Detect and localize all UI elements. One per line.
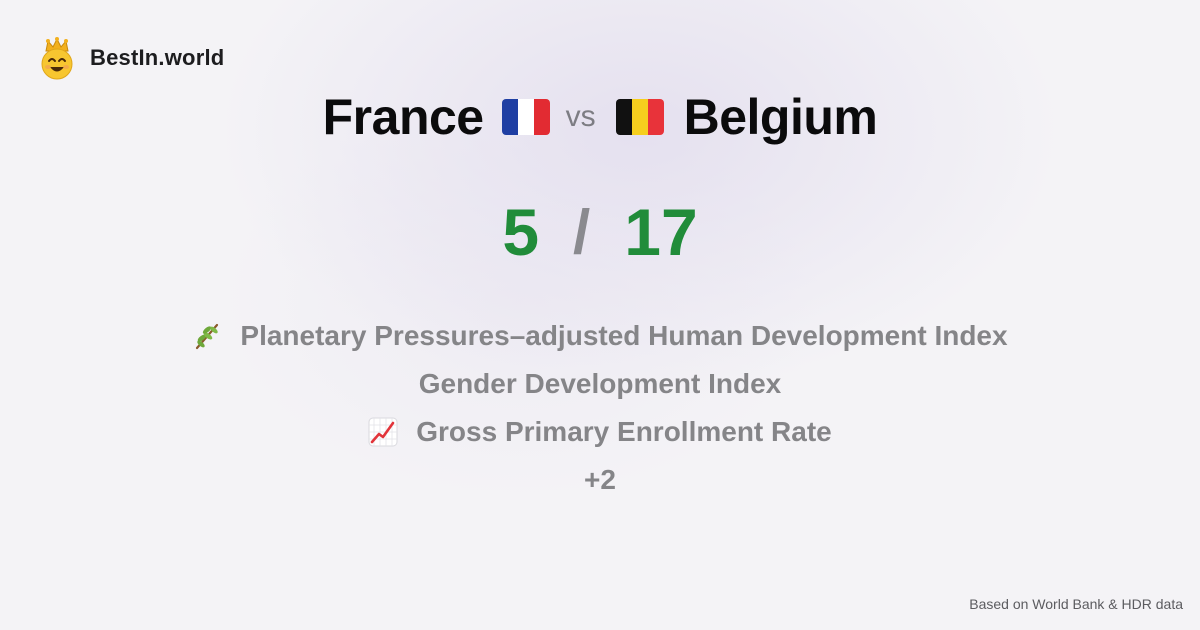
right-score: 17 <box>624 195 698 269</box>
score-separator: / <box>573 197 591 267</box>
flag-stripe-red <box>647 99 664 135</box>
brand[interactable]: BestIn.world <box>38 36 224 80</box>
metric-item: Gender Development Index <box>0 364 1200 404</box>
more-metrics-count: +2 <box>0 460 1200 500</box>
france-flag-icon <box>501 99 550 135</box>
chart-increasing-icon <box>368 417 398 447</box>
brand-name: BestIn.world <box>90 45 225 70</box>
olive-branch-icon <box>196 323 219 350</box>
right-country-name: Belgium <box>683 89 878 145</box>
score-display: 5 / 17 <box>0 194 1200 270</box>
flag-stripe-white <box>517 99 534 135</box>
vs-label: vs <box>565 100 596 133</box>
more-label: +2 <box>584 464 616 495</box>
metric-item: Planetary Pressures–adjusted Human Devel… <box>0 316 1200 356</box>
metric-item: Gross Primary Enrollment Rate <box>0 412 1200 452</box>
flag-stripe-blue <box>501 99 518 135</box>
metric-label: Gender Development Index <box>418 368 782 399</box>
left-score: 5 <box>502 195 540 269</box>
comparison-title: France vs Belgium <box>0 86 1200 148</box>
flag-stripe-red <box>533 99 550 135</box>
data-source-note: Based on World Bank & HDR data <box>969 596 1183 612</box>
flag-stripe-yellow <box>631 99 648 135</box>
crowned-smiley-icon <box>41 37 73 80</box>
left-country-name: France <box>322 89 484 145</box>
flag-stripe-black <box>615 99 632 135</box>
metric-label: Planetary Pressures–adjusted Human Devel… <box>240 320 1008 351</box>
belgium-flag-icon <box>615 99 664 135</box>
metric-label: Gross Primary Enrollment Rate <box>416 416 832 447</box>
